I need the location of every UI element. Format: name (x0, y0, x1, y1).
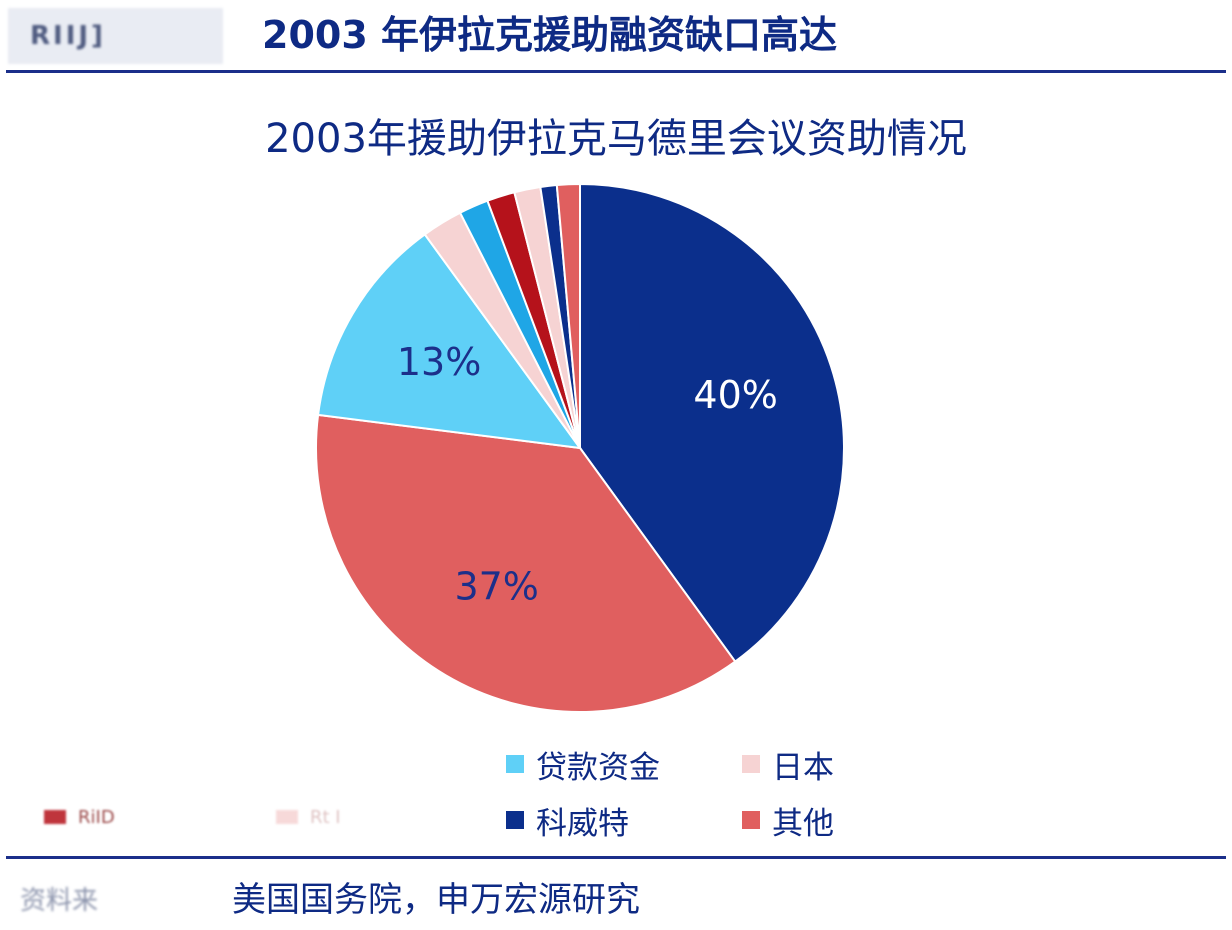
legend-swatch-faded-1 (44, 810, 66, 824)
footer-divider (6, 856, 1226, 859)
pie-slice-1 (315, 413, 737, 713)
source-label: 资料来 (20, 886, 99, 916)
legend-label-faded-2: Rt I (310, 806, 341, 828)
pie-label-1: 37% (454, 564, 538, 608)
legend-item-kuwait: 科威特 (506, 800, 629, 842)
source-text: 美国国务院，申万宏源研究 (232, 880, 640, 920)
page-title: 2003 年伊拉克援助融资缺口高达 (262, 13, 837, 57)
legend-label-kuwait: 科威特 (536, 805, 629, 842)
header-logo: RIIJ] (8, 8, 223, 64)
legend-swatch-faded-2 (276, 810, 298, 824)
pie-slice-0 (579, 182, 845, 663)
legend-label-loan: 贷款资金 (536, 749, 660, 786)
legend-label-faded-1: RiID (78, 806, 115, 828)
pie-label-2: 13% (397, 340, 481, 384)
legend-item-japan: 日本 (742, 744, 834, 786)
legend-label-japan: 日本 (772, 749, 834, 786)
pie-label-0: 40% (693, 373, 777, 417)
legend-swatch-kuwait (506, 811, 524, 829)
legend-swatch-japan (742, 755, 760, 773)
legend-swatch-loan (506, 755, 524, 773)
header-divider (6, 70, 1226, 73)
legend-item-faded-1: RiID (44, 797, 115, 837)
chart-title: 2003年援助伊拉克马德里会议资助情况 (265, 116, 967, 162)
header-logo-text: RIIJ] (30, 21, 106, 51)
legend-item-faded-2: Rt I (276, 797, 341, 837)
legend-label-other: 其他 (772, 805, 834, 842)
legend-item-loan: 贷款资金 (506, 744, 660, 786)
pie-slice-2 (316, 233, 583, 450)
legend-swatch-other (742, 811, 760, 829)
legend-item-other: 其他 (742, 800, 834, 842)
pie-slice-8 (555, 182, 581, 449)
